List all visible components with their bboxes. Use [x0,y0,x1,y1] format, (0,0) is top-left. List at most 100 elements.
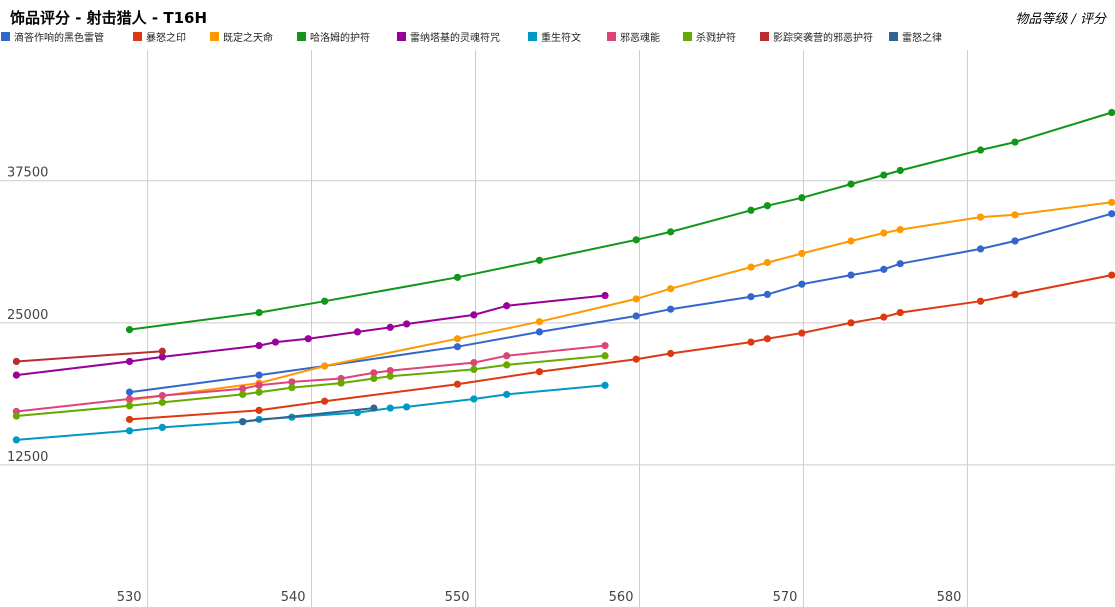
data-point[interactable] [255,308,263,317]
legend-item[interactable]: 雷怒之律 [889,31,942,44]
legend-item[interactable]: 邪恶魂能 [607,31,660,44]
data-point[interactable] [503,390,511,399]
data-point[interactable] [798,194,806,202]
data-point[interactable] [747,338,755,346]
legend-item[interactable]: 既定之天命 [210,31,273,44]
data-point[interactable] [632,355,640,363]
data-point[interactable] [601,352,609,360]
data-point[interactable] [632,312,640,320]
data-point[interactable] [1011,138,1019,146]
data-point[interactable] [667,349,675,358]
data-point[interactable] [370,374,378,383]
data-point[interactable] [763,335,771,343]
data-point[interactable] [1108,198,1115,206]
data-point[interactable] [321,362,329,370]
data-point[interactable] [158,347,166,355]
data-point[interactable] [880,313,888,321]
data-point[interactable] [880,229,888,237]
data-point[interactable] [535,368,544,376]
data-point[interactable] [847,271,855,279]
legend-item[interactable]: 哈洛姆的护符 [297,31,370,44]
data-point[interactable] [125,326,134,334]
data-point[interactable] [386,372,394,380]
legend-item[interactable]: 重生符文 [528,31,581,44]
legend-item[interactable]: 滴答作响的黑色雷管 [1,31,104,44]
data-point[interactable] [12,357,20,366]
data-point[interactable] [976,245,985,253]
data-point[interactable] [386,323,394,331]
data-point[interactable] [896,166,904,175]
data-point[interactable] [125,415,134,424]
data-point[interactable] [12,412,20,420]
data-point[interactable] [255,371,263,379]
data-point[interactable] [1011,211,1019,219]
data-point[interactable] [667,228,675,236]
data-point[interactable] [403,320,411,328]
data-point[interactable] [880,265,888,273]
data-point[interactable] [386,404,394,412]
data-point[interactable] [125,402,134,410]
data-point[interactable] [763,202,771,210]
data-point[interactable] [503,302,511,310]
data-point[interactable] [632,295,640,303]
data-point[interactable] [503,361,511,369]
data-point[interactable] [747,206,755,214]
data-point[interactable] [847,180,855,188]
data-point[interactable] [747,293,755,301]
data-point[interactable] [321,297,329,305]
data-point[interactable] [667,285,675,293]
legend-item[interactable]: 暴怒之印 [133,31,186,44]
data-point[interactable] [847,319,855,327]
data-point[interactable] [470,311,478,319]
data-point[interactable] [470,359,478,367]
data-point[interactable] [896,260,904,268]
data-point[interactable] [239,385,247,393]
data-point[interactable] [386,366,394,375]
data-point[interactable] [255,341,263,350]
legend-item[interactable]: 杀戮护符 [683,31,736,44]
data-point[interactable] [125,388,134,396]
data-point[interactable] [337,379,345,387]
data-point[interactable] [847,237,855,245]
data-point[interactable] [304,335,312,343]
data-point[interactable] [896,308,904,317]
data-point[interactable] [255,381,263,389]
data-point[interactable] [470,395,478,403]
data-point[interactable] [271,338,280,346]
data-point[interactable] [370,369,378,377]
data-point[interactable] [453,273,462,281]
data-point[interactable] [896,226,904,234]
data-point[interactable] [125,357,134,366]
data-point[interactable] [470,365,478,374]
data-point[interactable] [1108,108,1115,117]
data-point[interactable] [1011,237,1019,245]
legend-item[interactable]: 影踪突袭营的邪恶护符 [760,31,873,44]
data-point[interactable] [125,395,134,403]
data-point[interactable] [288,378,296,386]
data-point[interactable] [763,258,771,267]
data-point[interactable] [288,384,296,392]
data-point[interactable] [158,353,166,361]
data-point[interactable] [403,403,411,411]
data-point[interactable] [798,249,806,258]
data-point[interactable] [976,297,985,305]
data-point[interactable] [535,318,544,326]
legend-item[interactable]: 雷纳塔基的灵魂符咒 [397,31,500,44]
data-point[interactable] [535,256,544,264]
data-point[interactable] [667,305,675,313]
data-point[interactable] [239,390,247,399]
data-point[interactable] [747,263,755,271]
data-point[interactable] [453,335,462,343]
data-point[interactable] [535,328,544,336]
data-point[interactable] [321,397,329,405]
data-point[interactable] [255,388,263,396]
data-point[interactable] [453,380,462,388]
data-point[interactable] [632,236,640,244]
data-point[interactable] [158,423,166,431]
data-point[interactable] [453,343,462,351]
data-point[interactable] [503,352,511,360]
data-point[interactable] [976,146,985,154]
data-point[interactable] [239,418,247,426]
data-point[interactable] [976,213,985,221]
data-point[interactable] [763,290,771,298]
